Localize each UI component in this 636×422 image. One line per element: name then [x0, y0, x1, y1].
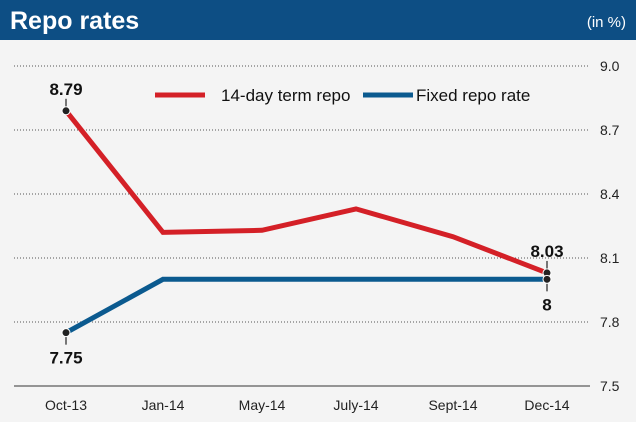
x-tick-label: Sept-14 [428, 397, 477, 413]
x-tick-label: May-14 [239, 397, 286, 413]
y-tick-label: 9.0 [600, 58, 620, 74]
data-label: 8.79 [49, 80, 82, 99]
legend: 14-day term repo Fixed repo rate [155, 86, 530, 105]
data-point-marker [61, 328, 71, 338]
grid-lines [14, 65, 590, 323]
legend-label: Fixed repo rate [416, 86, 530, 105]
y-tick-label: 7.5 [600, 378, 620, 394]
y-tick-label: 7.8 [600, 314, 620, 330]
y-axis-ticks: 7.5 7.8 8.1 8.4 8.7 9.0 [600, 58, 620, 394]
y-tick-label: 8.1 [600, 250, 620, 266]
data-point-marker [542, 274, 552, 284]
unit-label: (in %) [587, 14, 626, 31]
y-tick-label: 8.7 [600, 122, 620, 138]
data-label: 7.75 [49, 349, 82, 368]
data-label: 8 [542, 295, 551, 314]
series-lines [64, 109, 548, 335]
data-label: 8.03 [530, 242, 563, 261]
x-tick-label: Oct-13 [45, 397, 87, 413]
series-line-14-day-term-repo [64, 109, 548, 276]
y-tick-label: 8.4 [600, 186, 620, 202]
x-tick-label: July-14 [333, 397, 378, 413]
x-axis-ticks: Oct-13 Jan-14 May-14 July-14 Sept-14 Dec-14 [14, 385, 590, 413]
data-point-marker [61, 106, 71, 116]
header-bar [0, 0, 636, 40]
series-line-fixed-repo-rate [64, 276, 547, 335]
data-labels: 8.79 8.03 7.75 8 [49, 80, 563, 368]
x-tick-label: Jan-14 [142, 397, 185, 413]
x-tick-label: Dec-14 [524, 397, 569, 413]
data-markers [61, 98, 552, 345]
chart-title: Repo rates [10, 7, 139, 35]
legend-label: 14-day term repo [221, 86, 350, 105]
